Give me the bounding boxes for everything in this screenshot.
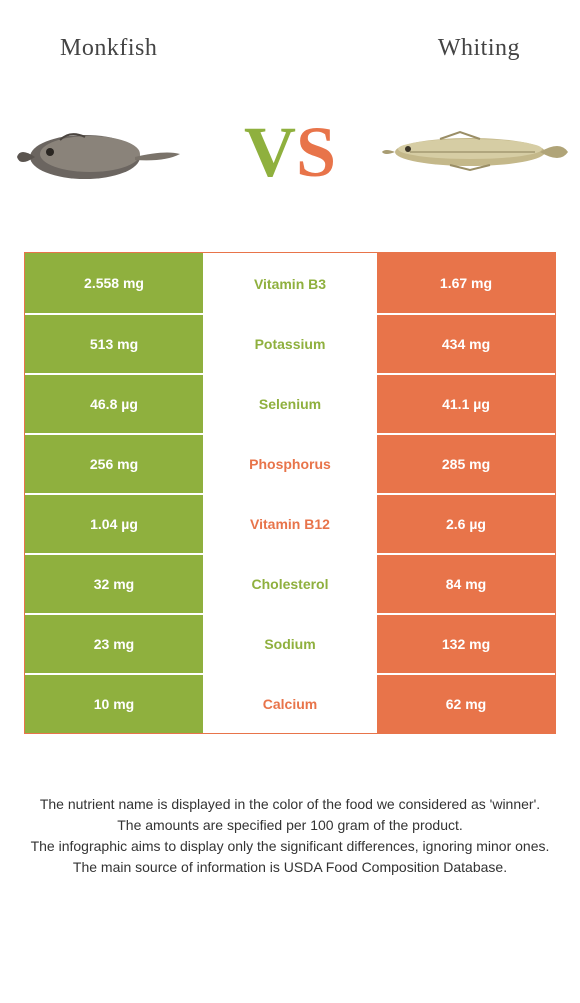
left-value: 10 mg — [25, 673, 203, 733]
header: Monkfish Whiting — [0, 0, 580, 82]
left-value: 1.04 µg — [25, 493, 203, 553]
footer-line-1: The nutrient name is displayed in the co… — [28, 794, 552, 815]
right-value: 2.6 µg — [377, 493, 555, 553]
nutrient-label: Phosphorus — [203, 433, 377, 493]
nutrient-row: 1.04 µgVitamin B122.6 µg — [25, 493, 555, 553]
footer-line-2: The amounts are specified per 100 gram o… — [28, 815, 552, 836]
comparison-images-row: VS — [0, 82, 580, 252]
nutrient-label: Vitamin B12 — [203, 493, 377, 553]
nutrient-label: Sodium — [203, 613, 377, 673]
footer-line-3: The infographic aims to display only the… — [28, 836, 552, 857]
whiting-image — [380, 102, 570, 202]
vs-label: VS — [244, 111, 336, 194]
nutrient-label: Potassium — [203, 313, 377, 373]
nutrient-label: Cholesterol — [203, 553, 377, 613]
left-value: 256 mg — [25, 433, 203, 493]
right-value: 434 mg — [377, 313, 555, 373]
left-food-title: Monkfish — [60, 35, 157, 62]
right-food-title: Whiting — [438, 35, 520, 62]
left-value: 2.558 mg — [25, 253, 203, 313]
nutrient-label: Vitamin B3 — [203, 253, 377, 313]
right-value: 1.67 mg — [377, 253, 555, 313]
left-value: 32 mg — [25, 553, 203, 613]
vs-s: S — [296, 112, 336, 192]
nutrient-row: 513 mgPotassium434 mg — [25, 313, 555, 373]
nutrient-row: 23 mgSodium132 mg — [25, 613, 555, 673]
right-value: 132 mg — [377, 613, 555, 673]
monkfish-image — [10, 102, 200, 202]
nutrient-row: 10 mgCalcium62 mg — [25, 673, 555, 733]
right-value: 84 mg — [377, 553, 555, 613]
right-value: 285 mg — [377, 433, 555, 493]
footer-line-4: The main source of information is USDA F… — [28, 857, 552, 878]
vs-v: V — [244, 112, 296, 192]
nutrient-table: 2.558 mgVitamin B31.67 mg513 mgPotassium… — [24, 252, 556, 734]
nutrient-row: 32 mgCholesterol84 mg — [25, 553, 555, 613]
right-value: 41.1 µg — [377, 373, 555, 433]
nutrient-label: Calcium — [203, 673, 377, 733]
left-value: 46.8 µg — [25, 373, 203, 433]
left-value: 23 mg — [25, 613, 203, 673]
left-value: 513 mg — [25, 313, 203, 373]
nutrient-label: Selenium — [203, 373, 377, 433]
footer-notes: The nutrient name is displayed in the co… — [0, 734, 580, 878]
nutrient-row: 46.8 µgSelenium41.1 µg — [25, 373, 555, 433]
nutrient-row: 2.558 mgVitamin B31.67 mg — [25, 253, 555, 313]
right-value: 62 mg — [377, 673, 555, 733]
nutrient-row: 256 mgPhosphorus285 mg — [25, 433, 555, 493]
